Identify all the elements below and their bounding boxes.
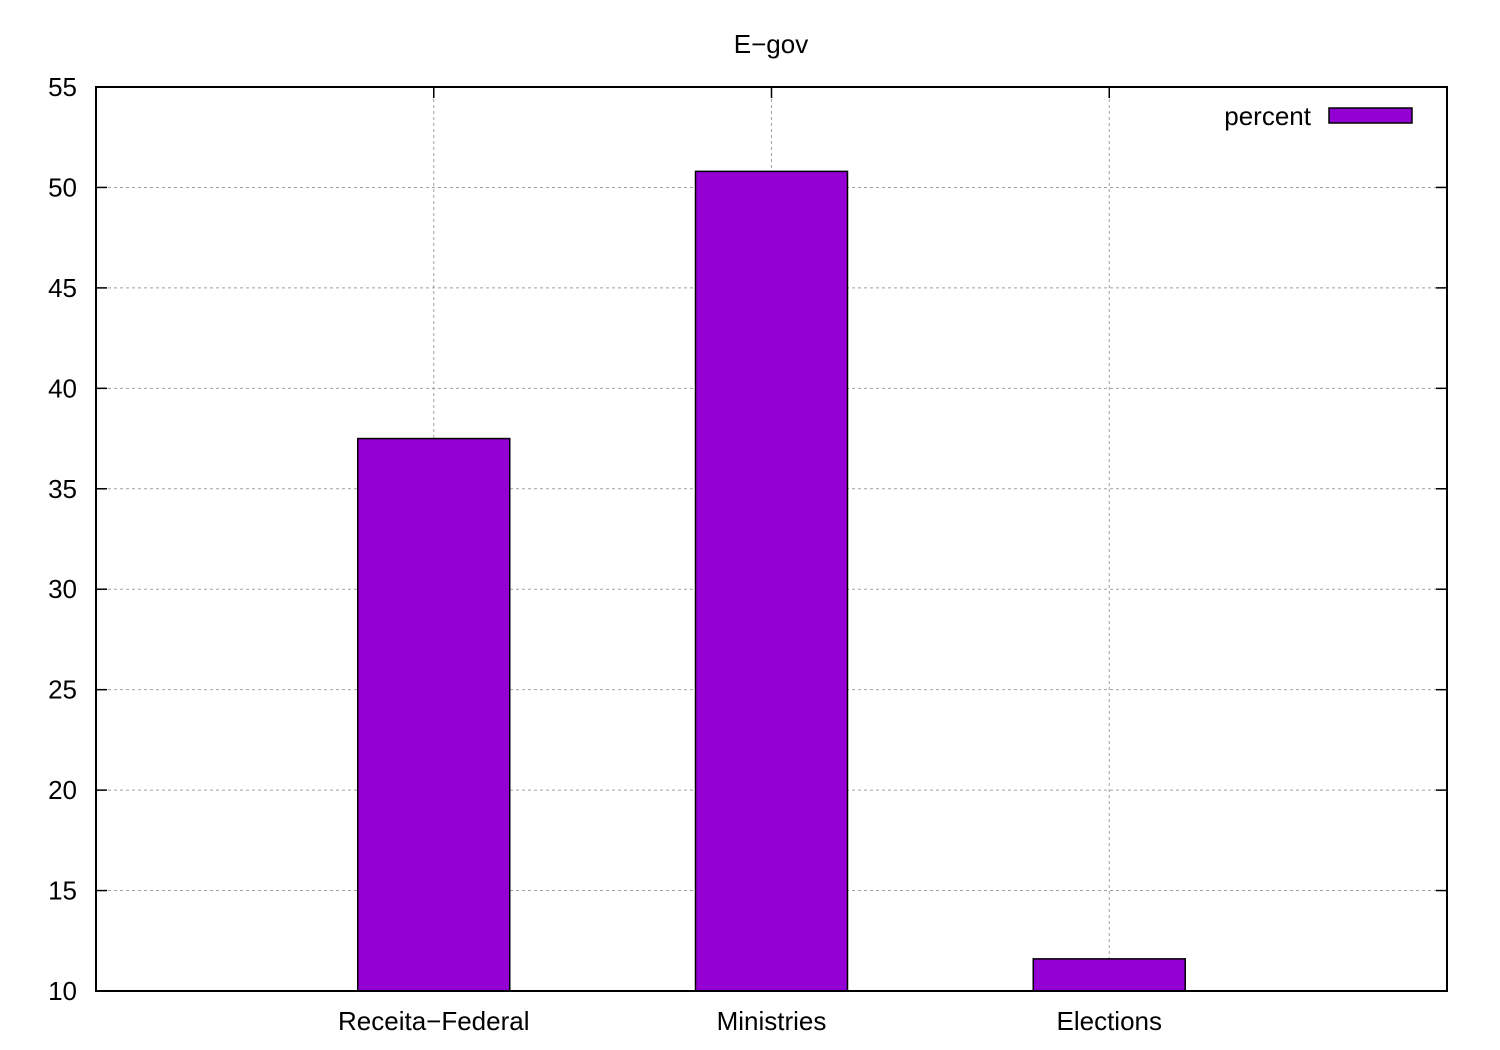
y-tick-label: 30 <box>48 574 77 604</box>
bar <box>357 437 511 992</box>
x-tick-label: Elections <box>1057 1006 1163 1036</box>
y-tick-label: 40 <box>48 373 77 403</box>
y-tick-label: 35 <box>48 474 77 504</box>
x-tick-label: Ministries <box>717 1006 827 1036</box>
y-tick-label: 45 <box>48 273 77 303</box>
y-tick-label: 15 <box>48 876 77 906</box>
y-tick-label: 55 <box>48 72 77 102</box>
y-tick-label: 25 <box>48 675 77 705</box>
y-tick-label: 20 <box>48 775 77 805</box>
bar <box>694 170 849 992</box>
y-tick-label: 50 <box>48 172 77 202</box>
legend-label: percent <box>1224 101 1311 131</box>
y-tick-label: 10 <box>48 976 77 1006</box>
axis-ticks: 10 15 20 25 30 35 40 45 50 55 Receita−Federal Minis… <box>48 72 1447 1036</box>
chart-title: E−gov <box>734 29 808 59</box>
bar <box>1032 958 1186 992</box>
legend: percent <box>1224 101 1413 131</box>
x-tick-label: Receita−Federal <box>338 1006 530 1036</box>
bars <box>357 170 1186 992</box>
legend-swatch <box>1328 107 1413 124</box>
